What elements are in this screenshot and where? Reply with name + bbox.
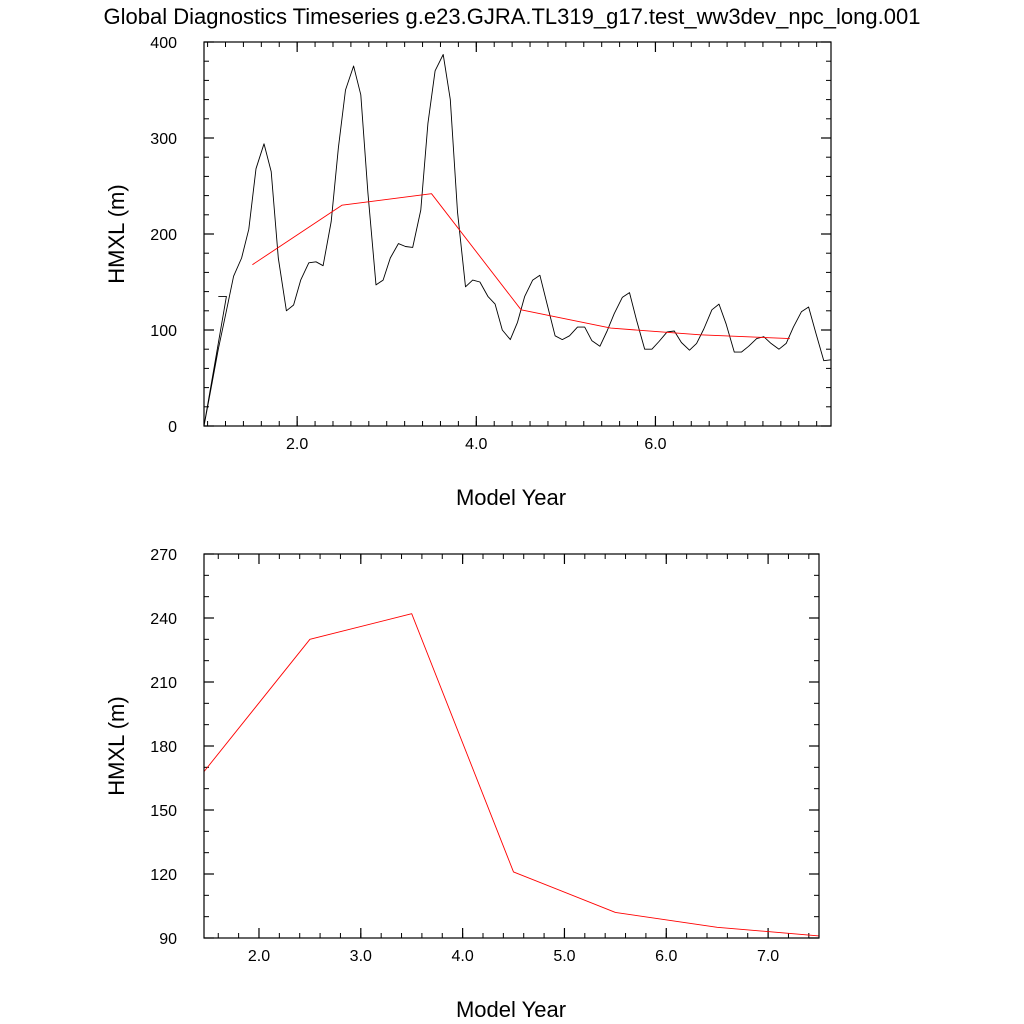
bottom-x-tick-label: 6.0 (655, 948, 677, 965)
bottom-y-tick-label: 150 (150, 803, 177, 820)
top-plot-frame (203, 41, 832, 427)
top-y-tick-label: 400 (150, 35, 177, 52)
bottom-y-tick-label: 270 (150, 547, 177, 564)
bottom-y-tick-label: 90 (159, 931, 177, 948)
top-x-tick-label: 2.0 (286, 436, 308, 453)
top-y-tick-label: 100 (150, 323, 177, 340)
bottom-x-tick-label: 2.0 (248, 948, 270, 965)
top-monthly-line (203, 54, 832, 427)
bottom-y-axis-label: HMXL (m) (104, 696, 129, 795)
top-y-axis-label: HMXL (m) (104, 184, 129, 283)
top-y-tick-label: 0 (168, 419, 177, 436)
bottom-panel: 2.0 3.0 4.0 5.0 6.0 7.0 90 120 150 180 210 240 270 M… (104, 547, 820, 1022)
bottom-x-axis-label: Model Year (456, 997, 566, 1022)
bottom-x-tick-label: 3.0 (350, 948, 372, 965)
bottom-annual-mean-line (203, 613, 820, 937)
top-panel: 2.0 4.0 6.0 0 100 200 300 400 Model Year HMXL (… (104, 35, 832, 510)
bottom-y-tick-label: 120 (150, 867, 177, 884)
bottom-plot-frame (203, 553, 820, 939)
top-x-tick-label: 4.0 (465, 436, 487, 453)
bottom-x-tick-label: 5.0 (553, 948, 575, 965)
figure-title: Global Diagnostics Timeseries g.e23.GJRA… (104, 4, 921, 29)
bottom-y-tick-label: 240 (150, 611, 177, 628)
bottom-y-tick-label: 180 (150, 739, 177, 756)
bottom-x-tick-label: 7.0 (757, 948, 779, 965)
top-x-tick-label: 6.0 (644, 436, 666, 453)
top-y-tick-label: 300 (150, 131, 177, 148)
top-y-tick-label: 200 (150, 227, 177, 244)
top-x-axis-label: Model Year (456, 485, 566, 510)
bottom-y-tick-label: 210 (150, 675, 177, 692)
bottom-x-tick-label: 4.0 (452, 948, 474, 965)
top-annual-mean-line (252, 193, 790, 340)
